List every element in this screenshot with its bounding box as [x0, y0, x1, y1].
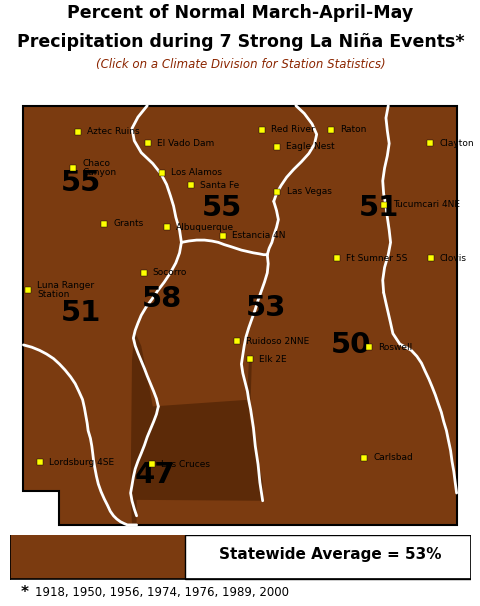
Text: Carlsbad: Carlsbad: [372, 453, 412, 462]
Polygon shape: [24, 105, 456, 525]
Text: 58: 58: [142, 285, 182, 313]
Text: Ruidoso 2NNE: Ruidoso 2NNE: [246, 337, 309, 346]
Text: Aztec Ruins: Aztec Ruins: [87, 127, 140, 136]
Text: Luna Ranger
Station: Luna Ranger Station: [37, 281, 94, 299]
Text: (Click on a Climate Division for Station Statistics): (Click on a Climate Division for Station…: [96, 58, 384, 71]
Text: 55: 55: [61, 169, 101, 197]
Text: 55: 55: [202, 194, 241, 222]
Text: Ft Sumner 5S: Ft Sumner 5S: [345, 254, 406, 263]
Text: Lordsburg 4SE: Lordsburg 4SE: [49, 458, 114, 467]
Text: Las Vegas: Las Vegas: [286, 187, 331, 196]
Text: 51: 51: [61, 299, 101, 327]
Text: Chaco
Canyon: Chaco Canyon: [83, 159, 117, 178]
Text: 50: 50: [330, 331, 371, 359]
FancyBboxPatch shape: [10, 535, 203, 579]
Text: Statewide Average = 53%: Statewide Average = 53%: [219, 547, 441, 562]
Text: Grants: Grants: [113, 219, 144, 228]
Text: Santa Fe: Santa Fe: [200, 181, 239, 190]
Text: Socorro: Socorro: [153, 268, 187, 278]
Text: Clayton: Clayton: [438, 139, 473, 148]
Text: Estancia 4N: Estancia 4N: [232, 231, 285, 240]
Text: Los Alamos: Los Alamos: [171, 168, 222, 177]
Text: 1918, 1950, 1956, 1974, 1976, 1989, 2000: 1918, 1950, 1956, 1974, 1976, 1989, 2000: [35, 586, 288, 599]
Text: El Vado Dam: El Vado Dam: [157, 139, 214, 148]
Text: Percent of Normal March-April-May: Percent of Normal March-April-May: [67, 4, 413, 22]
Text: 53: 53: [245, 295, 286, 322]
Text: Tucumcari 4NE: Tucumcari 4NE: [392, 200, 459, 209]
Text: *: *: [21, 585, 29, 601]
Text: Clovis: Clovis: [439, 254, 466, 263]
Text: Roswell: Roswell: [377, 342, 411, 351]
Polygon shape: [60, 330, 262, 525]
Text: Eagle Nest: Eagle Nest: [285, 142, 334, 151]
Text: Raton: Raton: [339, 125, 365, 135]
Text: Las Cruces: Las Cruces: [161, 460, 210, 469]
Text: 47: 47: [134, 461, 175, 489]
Text: Precipitation during 7 Strong La Niña Events*: Precipitation during 7 Strong La Niña Ev…: [17, 33, 463, 51]
Text: 51: 51: [358, 194, 398, 222]
Text: Red River: Red River: [270, 125, 314, 135]
Text: Elk 2E: Elk 2E: [258, 355, 286, 364]
Text: Albuquerque: Albuquerque: [176, 223, 233, 232]
FancyBboxPatch shape: [185, 535, 470, 579]
